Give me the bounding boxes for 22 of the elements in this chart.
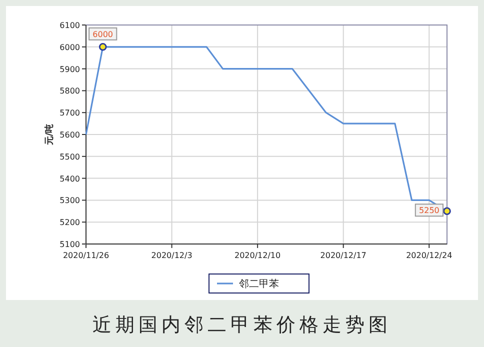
y-tick-label: 6100 [60, 21, 80, 30]
y-tick-label: 5500 [60, 152, 80, 162]
y-tick-label: 5300 [60, 196, 80, 206]
legend: 邻二甲苯 [208, 274, 310, 294]
x-tick-label: 2020/12/3 [151, 251, 192, 260]
y-tick-label: 5800 [60, 86, 80, 96]
y-tick-label: 6000 [60, 42, 80, 52]
y-tick-label: 5100 [60, 240, 80, 249]
legend-label: 邻二甲苯 [239, 278, 279, 290]
data-label: 6000 [92, 30, 114, 39]
text: 近期国内邻二甲苯价格走势图 [92, 314, 392, 336]
y-tick-label: 5200 [60, 218, 80, 228]
y-tick-label: 5900 [60, 64, 80, 74]
data-label: 5250 [419, 206, 440, 216]
x-tick-label: 2020/12/17 [320, 251, 366, 260]
y-tick-label: 5700 [60, 108, 80, 118]
y-tick-label: 5600 [60, 130, 80, 140]
y-tick-label: 5400 [60, 174, 80, 184]
x-tick-label: 2020/12/24 [406, 251, 452, 260]
y-axis-title: 元/吨 [44, 124, 55, 146]
x-tick-label: 2020/11/26 [62, 251, 110, 260]
x-tick-label: 2020/12/10 [234, 251, 281, 260]
